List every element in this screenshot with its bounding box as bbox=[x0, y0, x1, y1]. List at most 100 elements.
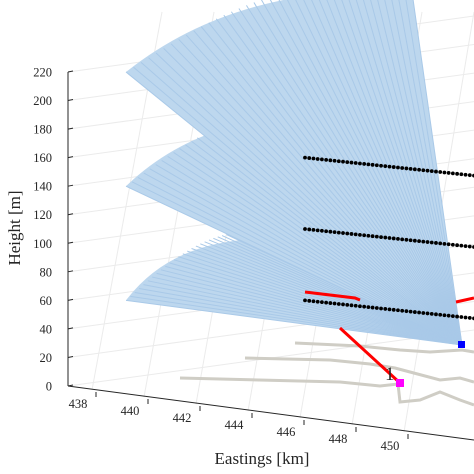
x-tick-label: 440 bbox=[121, 404, 140, 418]
dotted-track-point bbox=[404, 166, 409, 171]
x-axis-line bbox=[67, 385, 474, 441]
y-tick-mark bbox=[67, 156, 74, 159]
beam-line bbox=[286, 0, 463, 346]
dotted-track-point bbox=[412, 167, 417, 172]
beam-line bbox=[348, 0, 463, 346]
dotted-track-point bbox=[442, 170, 447, 175]
dotted-track-point bbox=[341, 231, 345, 235]
dotted-track-point bbox=[438, 312, 443, 317]
beam-line bbox=[149, 168, 463, 346]
beam-line bbox=[186, 250, 463, 346]
dotted-track-point bbox=[434, 241, 438, 245]
beam-line bbox=[139, 288, 463, 346]
dotted-track-point bbox=[353, 232, 358, 237]
y-tick-label: 100 bbox=[33, 237, 52, 251]
dotted-track-point bbox=[383, 164, 388, 169]
dotted-track-point bbox=[438, 170, 443, 174]
y-tick-label: 140 bbox=[33, 180, 52, 194]
dotted-track-point bbox=[374, 306, 379, 310]
dotted-track-point bbox=[374, 163, 379, 168]
dotted-track-point bbox=[332, 158, 337, 163]
dotted-track-point bbox=[366, 305, 371, 310]
beam-line bbox=[197, 137, 463, 346]
track-layer bbox=[303, 155, 474, 387]
dotted-track-point bbox=[303, 227, 307, 231]
dotted-track-point bbox=[396, 237, 400, 241]
x-tick-label: 442 bbox=[173, 411, 192, 425]
y-tick-label: 160 bbox=[33, 151, 52, 165]
y-tick-label: 80 bbox=[40, 265, 53, 279]
dotted-track-point bbox=[463, 315, 468, 320]
dotted-track-point bbox=[387, 236, 392, 240]
beam-line bbox=[170, 43, 463, 346]
dotted-track-point bbox=[404, 237, 409, 242]
dotted-track-point bbox=[455, 171, 459, 176]
beam-line bbox=[223, 14, 463, 346]
dotted-track-point bbox=[396, 165, 400, 170]
dotted-track-point bbox=[320, 300, 324, 305]
beam-line bbox=[295, 0, 463, 346]
dotted-track-point bbox=[429, 240, 434, 245]
beam-line bbox=[140, 62, 463, 346]
dotted-track-point bbox=[408, 309, 413, 314]
dotted-track-point bbox=[467, 316, 472, 320]
dotted-track-point bbox=[429, 311, 434, 316]
beam-line bbox=[147, 280, 463, 346]
dotted-track-point bbox=[391, 307, 396, 312]
x-tick-label: 446 bbox=[277, 425, 296, 439]
beam-line bbox=[208, 22, 463, 346]
dotted-track-point bbox=[366, 162, 371, 167]
dotted-track-point bbox=[400, 237, 405, 242]
dotted-track-point bbox=[434, 169, 438, 174]
beam-line bbox=[130, 295, 463, 346]
dotted-track-point bbox=[320, 157, 324, 162]
beam-line bbox=[269, 0, 463, 346]
dotted-track-point bbox=[358, 161, 362, 166]
beam-fan bbox=[125, 0, 463, 346]
dotted-track-point bbox=[383, 235, 388, 240]
dotted-track-point bbox=[391, 236, 396, 241]
dotted-track-point bbox=[412, 238, 417, 243]
y-tick-mark bbox=[67, 184, 74, 187]
dotted-track-point bbox=[370, 305, 375, 310]
beam-line bbox=[377, 0, 463, 346]
dotted-track-point bbox=[387, 307, 392, 312]
dotted-track-point bbox=[307, 298, 312, 303]
dotted-track-point bbox=[341, 159, 345, 164]
dotted-track-point bbox=[412, 310, 417, 314]
dotted-track-point bbox=[417, 239, 421, 244]
y-tick-label: 60 bbox=[40, 294, 53, 308]
beam-line bbox=[355, 0, 463, 346]
red-track-segment bbox=[455, 296, 474, 304]
x-axis-title: Eastings [km] bbox=[215, 449, 310, 468]
beam-line bbox=[125, 299, 463, 346]
dotted-track-point bbox=[336, 302, 341, 306]
red-track-segment bbox=[338, 326, 402, 385]
dotted-track-point bbox=[463, 244, 468, 249]
dotted-track-point bbox=[370, 234, 375, 239]
y-tick-mark bbox=[67, 384, 74, 387]
beam-line bbox=[125, 185, 463, 346]
beam-line bbox=[200, 26, 463, 346]
beam-line bbox=[191, 140, 463, 346]
dotted-track-point bbox=[459, 243, 464, 248]
beam-line bbox=[161, 160, 463, 346]
beam-line bbox=[412, 0, 463, 346]
beam-line bbox=[391, 0, 463, 346]
ground-path bbox=[294, 341, 474, 354]
beam-line bbox=[134, 291, 463, 346]
beam-line bbox=[178, 38, 463, 346]
y-tick-mark bbox=[67, 127, 74, 130]
dotted-track-point bbox=[442, 241, 447, 246]
dotted-track-point bbox=[303, 298, 307, 303]
dotted-track-point bbox=[345, 160, 350, 165]
dotted-track-point bbox=[459, 172, 464, 177]
y-tick-label: 0 bbox=[46, 380, 52, 394]
beam-line bbox=[155, 52, 463, 346]
beam-line bbox=[405, 0, 463, 346]
beam-line bbox=[160, 269, 463, 346]
beam-line bbox=[185, 34, 463, 346]
dotted-track-point bbox=[459, 315, 464, 319]
dotted-track-point bbox=[417, 167, 421, 172]
